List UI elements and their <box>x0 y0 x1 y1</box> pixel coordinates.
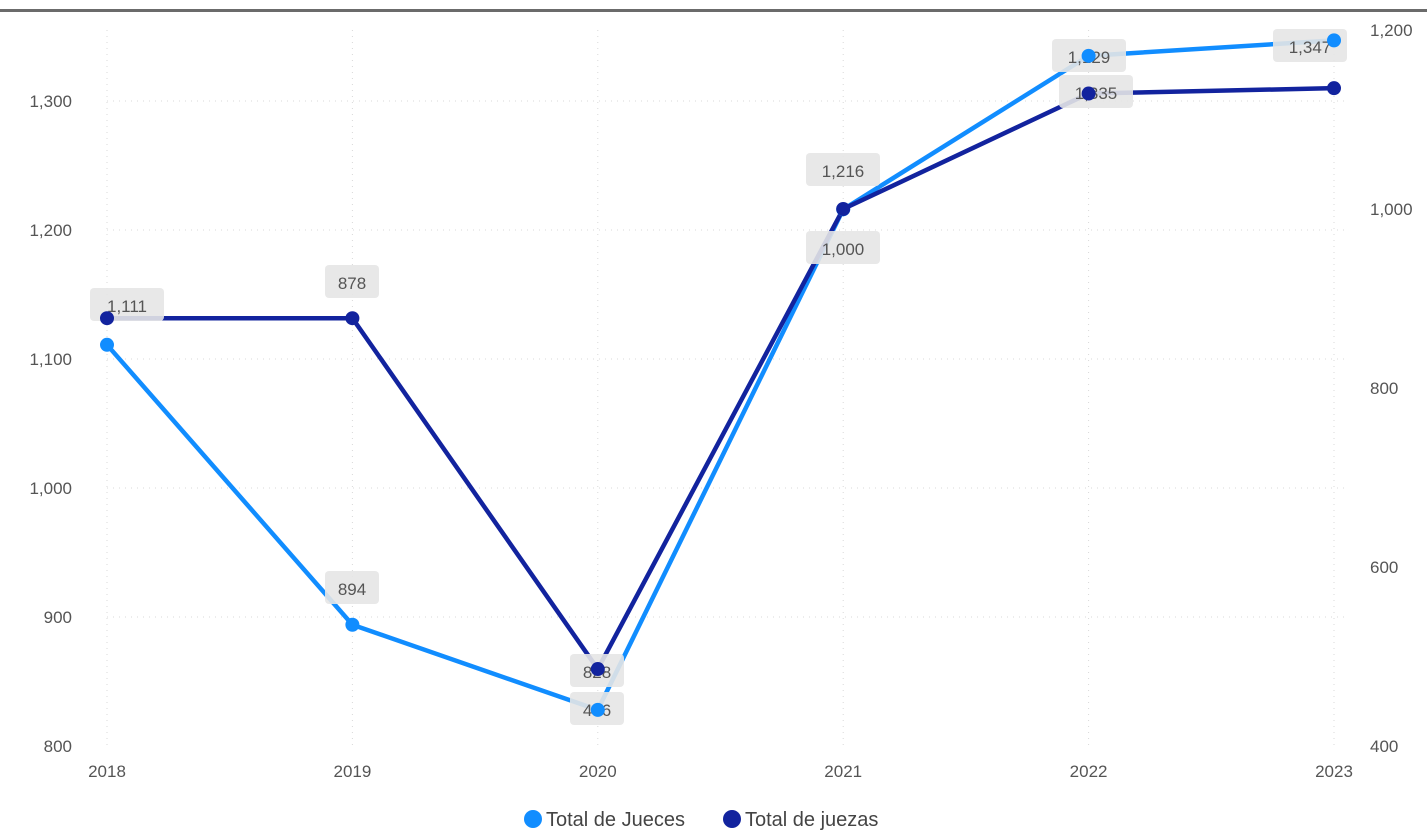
data-label-box <box>1059 75 1133 108</box>
data-label-box <box>325 571 379 604</box>
x-axis-ticks: 2018 2019 2020 2021 2022 2023 <box>88 762 1353 781</box>
left-tick-label: 800 <box>44 737 72 756</box>
x-tick-label: 2020 <box>579 762 617 781</box>
left-axis-ticks: 800 900 1,000 1,100 1,200 1,300 <box>29 92 72 756</box>
right-tick-label: 800 <box>1370 379 1398 398</box>
data-point[interactable] <box>1327 81 1341 96</box>
x-tick-label: 2018 <box>88 762 126 781</box>
data-point[interactable] <box>836 202 851 216</box>
data-label: 1,216 <box>822 162 865 181</box>
data-label: 878 <box>338 274 366 293</box>
legend-marker[interactable] <box>723 810 741 828</box>
data-point[interactable] <box>1081 86 1096 101</box>
right-axis-ticks: 400 600 800 1,000 1,200 <box>1370 21 1413 756</box>
series-lines <box>105 38 1335 713</box>
x-tick-label: 2022 <box>1070 762 1108 781</box>
legend-marker[interactable] <box>524 810 542 828</box>
top-border <box>0 0 1427 12</box>
legend[interactable]: Total de Jueces Total de juezas <box>524 809 878 831</box>
data-point[interactable] <box>590 662 605 677</box>
data-point[interactable] <box>590 702 605 717</box>
legend-label[interactable]: Total de Jueces <box>546 809 685 831</box>
left-tick-label: 1,200 <box>29 221 72 240</box>
data-point[interactable] <box>345 311 360 326</box>
x-tick-label: 2019 <box>333 762 371 781</box>
data-point[interactable] <box>345 617 360 632</box>
data-point[interactable] <box>100 337 114 352</box>
data-label-box <box>806 153 880 186</box>
data-label: 894 <box>338 580 366 599</box>
left-tick-label: 1,300 <box>29 92 72 111</box>
data-point[interactable] <box>1081 48 1096 63</box>
data-point[interactable] <box>100 311 114 326</box>
data-labels: 1,1118948281,2161,3351,3478784861,0001,1… <box>90 29 1347 725</box>
left-tick-label: 1,000 <box>29 479 72 498</box>
data-label: 1,347 <box>1289 38 1332 57</box>
data-label: 1,335 <box>1075 84 1118 103</box>
data-label-box <box>806 231 880 264</box>
left-tick-label: 900 <box>44 608 72 627</box>
x-tick-label: 2023 <box>1315 762 1353 781</box>
data-label-box <box>325 265 379 298</box>
series-points <box>100 33 1341 717</box>
series-line-0 <box>105 38 1335 713</box>
left-tick-label: 1,100 <box>29 350 72 369</box>
right-tick-label: 600 <box>1370 558 1398 577</box>
right-tick-label: 1,200 <box>1370 21 1413 40</box>
x-tick-label: 2021 <box>824 762 862 781</box>
grid-lines <box>106 30 1344 746</box>
series-line-1 <box>107 85 1335 672</box>
data-label: 1,000 <box>822 240 865 259</box>
data-label: 1,111 <box>107 297 147 316</box>
legend-label[interactable]: Total de juezas <box>745 809 878 831</box>
right-tick-label: 1,000 <box>1370 200 1413 219</box>
right-tick-label: 400 <box>1370 737 1398 756</box>
data-point[interactable] <box>1327 33 1341 48</box>
